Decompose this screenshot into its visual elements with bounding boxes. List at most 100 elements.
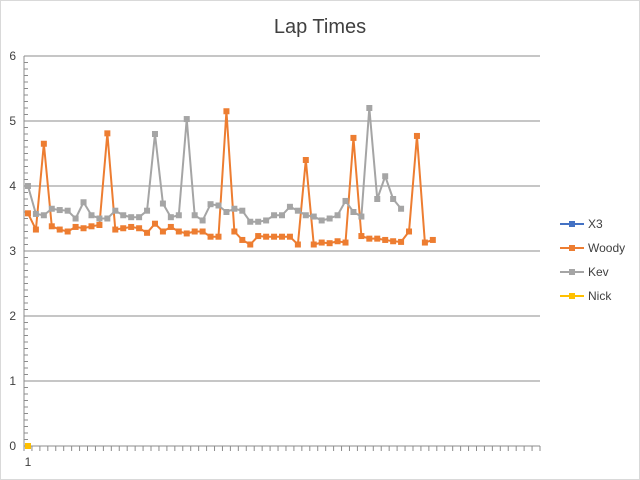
gridlines bbox=[24, 55, 540, 382]
y-tick-label: 2 bbox=[9, 309, 16, 323]
y-tick-label: 4 bbox=[9, 179, 16, 193]
chart-title: Lap Times bbox=[274, 16, 366, 38]
data-point-kev bbox=[96, 215, 103, 222]
legend-swatch-marker bbox=[569, 269, 575, 275]
y-tick-label: 6 bbox=[9, 49, 16, 63]
legend-item-x3: X3 bbox=[560, 217, 603, 231]
data-point-woody bbox=[231, 228, 238, 235]
data-point-woody bbox=[271, 233, 278, 240]
data-point-kev bbox=[326, 215, 333, 222]
series-woody bbox=[24, 108, 436, 248]
data-point-woody bbox=[263, 233, 270, 240]
data-point-kev bbox=[223, 209, 230, 215]
data-point-woody bbox=[215, 233, 222, 240]
data-point-woody bbox=[48, 223, 55, 230]
data-point-kev bbox=[128, 214, 135, 221]
data-point-kev bbox=[159, 200, 166, 207]
y-tick-label: 3 bbox=[9, 244, 16, 258]
legend-item-woody: Woody bbox=[560, 241, 625, 255]
data-point-kev bbox=[183, 116, 190, 123]
data-point-kev bbox=[72, 215, 79, 222]
data-point-kev bbox=[24, 183, 31, 189]
legend-item-nick: Nick bbox=[560, 289, 612, 303]
data-point-woody bbox=[334, 238, 341, 245]
data-point-woody bbox=[247, 241, 254, 248]
legend-label: Nick bbox=[588, 289, 612, 303]
legend-swatch-marker bbox=[569, 245, 575, 251]
data-point-kev bbox=[120, 212, 127, 219]
data-point-kev bbox=[374, 196, 381, 202]
data-point-woody bbox=[151, 220, 158, 227]
series-nick bbox=[24, 443, 31, 449]
data-point-kev bbox=[239, 207, 246, 214]
data-point-kev bbox=[80, 199, 87, 206]
legend-swatch-marker bbox=[569, 293, 575, 299]
data-point-kev bbox=[207, 201, 214, 208]
data-point-woody bbox=[64, 228, 71, 235]
data-point-woody bbox=[429, 236, 436, 243]
data-point-kev bbox=[199, 217, 206, 224]
data-point-woody bbox=[136, 225, 143, 232]
data-point-woody bbox=[255, 233, 262, 240]
data-point-woody bbox=[382, 236, 389, 243]
series-line-woody bbox=[27, 110, 434, 246]
data-point-woody bbox=[421, 239, 428, 246]
data-point-kev bbox=[342, 197, 349, 204]
data-point-woody bbox=[406, 228, 413, 235]
data-point-kev bbox=[32, 210, 39, 217]
data-point-woody bbox=[294, 241, 301, 248]
x-axis: 1 bbox=[23, 445, 541, 469]
data-point-woody bbox=[358, 233, 365, 240]
data-point-woody bbox=[32, 226, 39, 233]
legend-label: Kev bbox=[588, 265, 609, 279]
data-point-kev bbox=[48, 205, 55, 212]
data-point-woody bbox=[390, 238, 397, 245]
data-point-woody bbox=[183, 230, 190, 237]
data-point-woody bbox=[128, 223, 135, 230]
data-point-woody bbox=[279, 233, 285, 240]
data-point-kev bbox=[247, 218, 254, 225]
data-point-woody bbox=[88, 223, 95, 230]
data-point-kev bbox=[151, 131, 158, 137]
data-point-woody bbox=[223, 108, 230, 115]
data-point-woody bbox=[104, 130, 111, 137]
series-kev bbox=[24, 105, 405, 225]
data-point-kev bbox=[56, 207, 63, 214]
data-point-kev bbox=[382, 173, 389, 180]
y-tick-label: 5 bbox=[9, 114, 16, 128]
data-point-kev bbox=[302, 212, 309, 219]
data-point-kev bbox=[279, 212, 285, 219]
data-point-kev bbox=[350, 209, 357, 215]
data-point-kev bbox=[104, 215, 111, 222]
data-point-kev bbox=[366, 105, 373, 111]
data-point-woody bbox=[199, 228, 206, 235]
data-point-kev bbox=[398, 205, 405, 212]
data-point-kev bbox=[318, 217, 325, 224]
data-point-woody bbox=[302, 157, 309, 163]
data-point-kev bbox=[390, 196, 397, 202]
y-axis: 0 1 2 3 4 5 6 bbox=[9, 49, 28, 453]
data-point-woody bbox=[413, 132, 420, 139]
data-point-kev bbox=[271, 212, 278, 219]
legend-item-kev: Kev bbox=[560, 265, 609, 279]
data-point-kev bbox=[191, 212, 198, 219]
legend: X3 Woody Kev Nick bbox=[560, 217, 625, 303]
data-point-woody bbox=[310, 241, 317, 248]
legend-swatch-marker bbox=[569, 221, 575, 227]
data-point-woody bbox=[72, 223, 79, 230]
data-point-kev bbox=[358, 213, 365, 220]
data-point-woody bbox=[159, 228, 166, 235]
data-point-woody bbox=[24, 210, 31, 217]
data-point-woody bbox=[326, 240, 333, 247]
data-point-woody bbox=[398, 238, 405, 245]
y-tick-label: 1 bbox=[9, 374, 16, 388]
data-point-woody bbox=[96, 222, 103, 228]
data-point-kev bbox=[40, 212, 47, 219]
data-point-woody bbox=[318, 239, 325, 246]
data-point-kev bbox=[263, 217, 270, 224]
data-point-kev bbox=[334, 212, 341, 219]
data-point-woody bbox=[167, 223, 174, 230]
data-point-kev bbox=[231, 205, 238, 212]
y-tick-label: 0 bbox=[9, 439, 16, 453]
data-point-kev bbox=[294, 207, 301, 214]
